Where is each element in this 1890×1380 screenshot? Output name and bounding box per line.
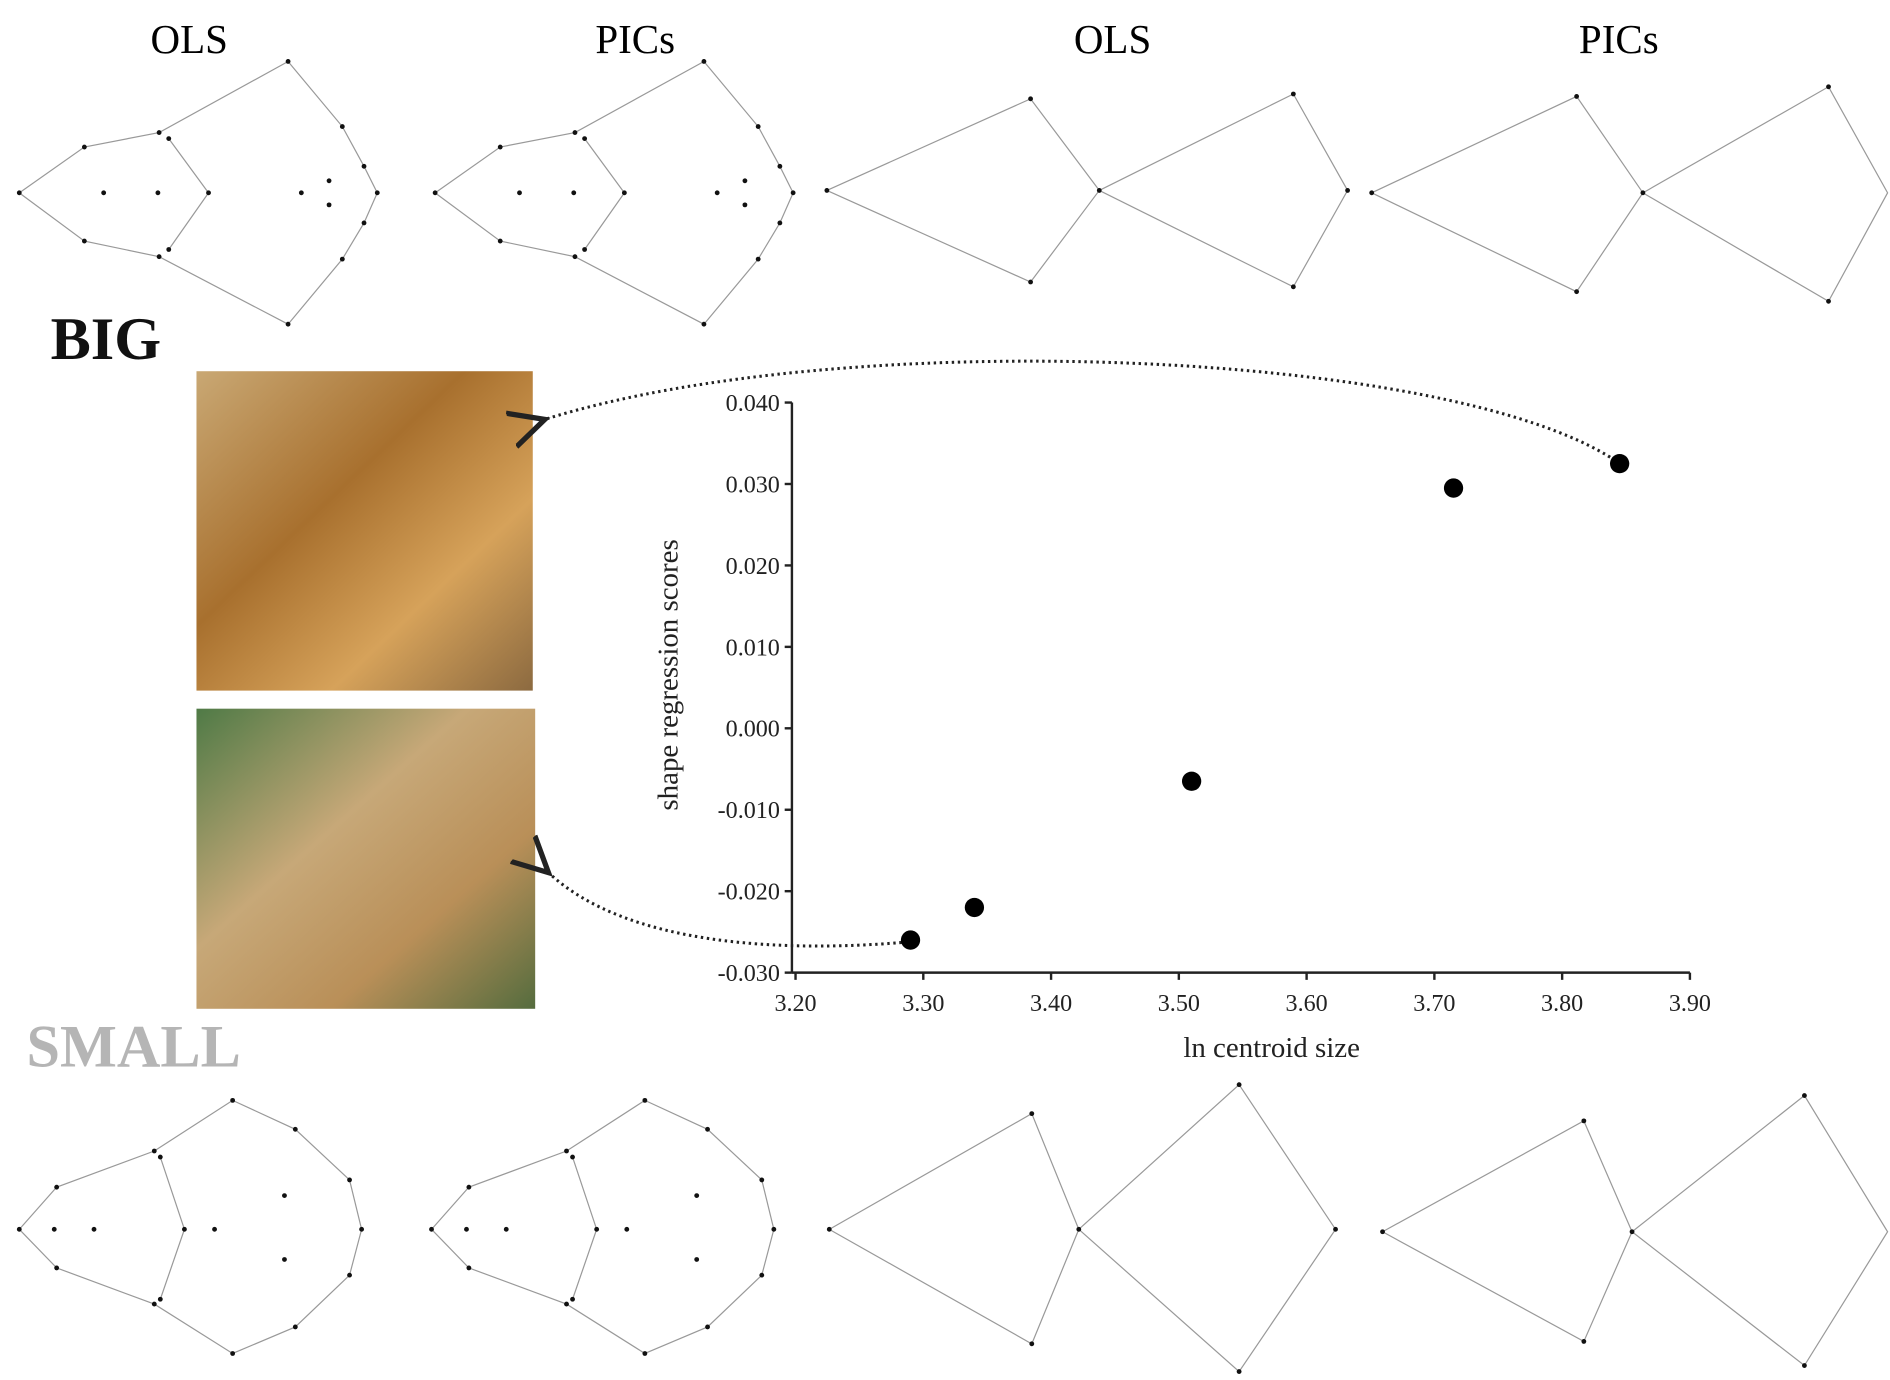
y-tick-label: -0.020: [718, 880, 780, 906]
arrow: [545, 359, 1617, 462]
panel-label: PICs: [595, 16, 675, 62]
y-tick-label: 0.020: [726, 554, 780, 580]
arrow: [548, 873, 902, 948]
x-tick-label: 3.80: [1541, 991, 1583, 1017]
x-tick-label: 3.40: [1030, 991, 1072, 1017]
point: [1609, 453, 1630, 474]
wireframes: [16, 58, 1889, 1374]
x-axis-label: ln centroid size: [1183, 1032, 1360, 1064]
y-tick-label: 0.030: [726, 472, 780, 498]
leopard-photo: [196, 708, 536, 1009]
point: [964, 897, 985, 918]
small-label: SMALL: [27, 1014, 241, 1081]
y-tick-label: -0.030: [718, 961, 780, 987]
y-tick-label: 0.000: [726, 717, 780, 743]
y-tick-label: -0.010: [718, 798, 780, 824]
panel-label: PICs: [1579, 16, 1659, 62]
x-tick-label: 3.20: [774, 991, 816, 1017]
x-tick-label: 3.70: [1413, 991, 1455, 1017]
x-tick-label: 3.30: [902, 991, 944, 1017]
point: [900, 930, 921, 950]
x-tick-label: 3.60: [1286, 991, 1328, 1017]
y-axis-label: shape regression scores: [652, 539, 684, 810]
panel-label: OLS: [151, 16, 228, 62]
x-tick-label: 3.50: [1158, 991, 1200, 1017]
panel-label: OLS: [1074, 16, 1151, 62]
big-label: BIG: [51, 306, 162, 373]
lion-photo: [196, 371, 533, 691]
point: [1181, 771, 1202, 791]
y-tick-label: 0.010: [726, 635, 780, 661]
point: [1443, 478, 1464, 498]
y-tick-label: 0.040: [726, 391, 780, 417]
x-tick-label: 3.90: [1669, 991, 1711, 1017]
